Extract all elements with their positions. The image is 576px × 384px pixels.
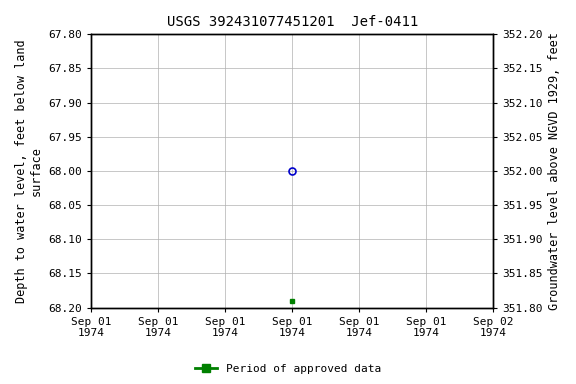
Y-axis label: Groundwater level above NGVD 1929, feet: Groundwater level above NGVD 1929, feet [548,32,561,310]
Y-axis label: Depth to water level, feet below land
surface: Depth to water level, feet below land su… [15,39,43,303]
Title: USGS 392431077451201  Jef-0411: USGS 392431077451201 Jef-0411 [166,15,418,29]
Legend: Period of approved data: Period of approved data [191,359,385,379]
